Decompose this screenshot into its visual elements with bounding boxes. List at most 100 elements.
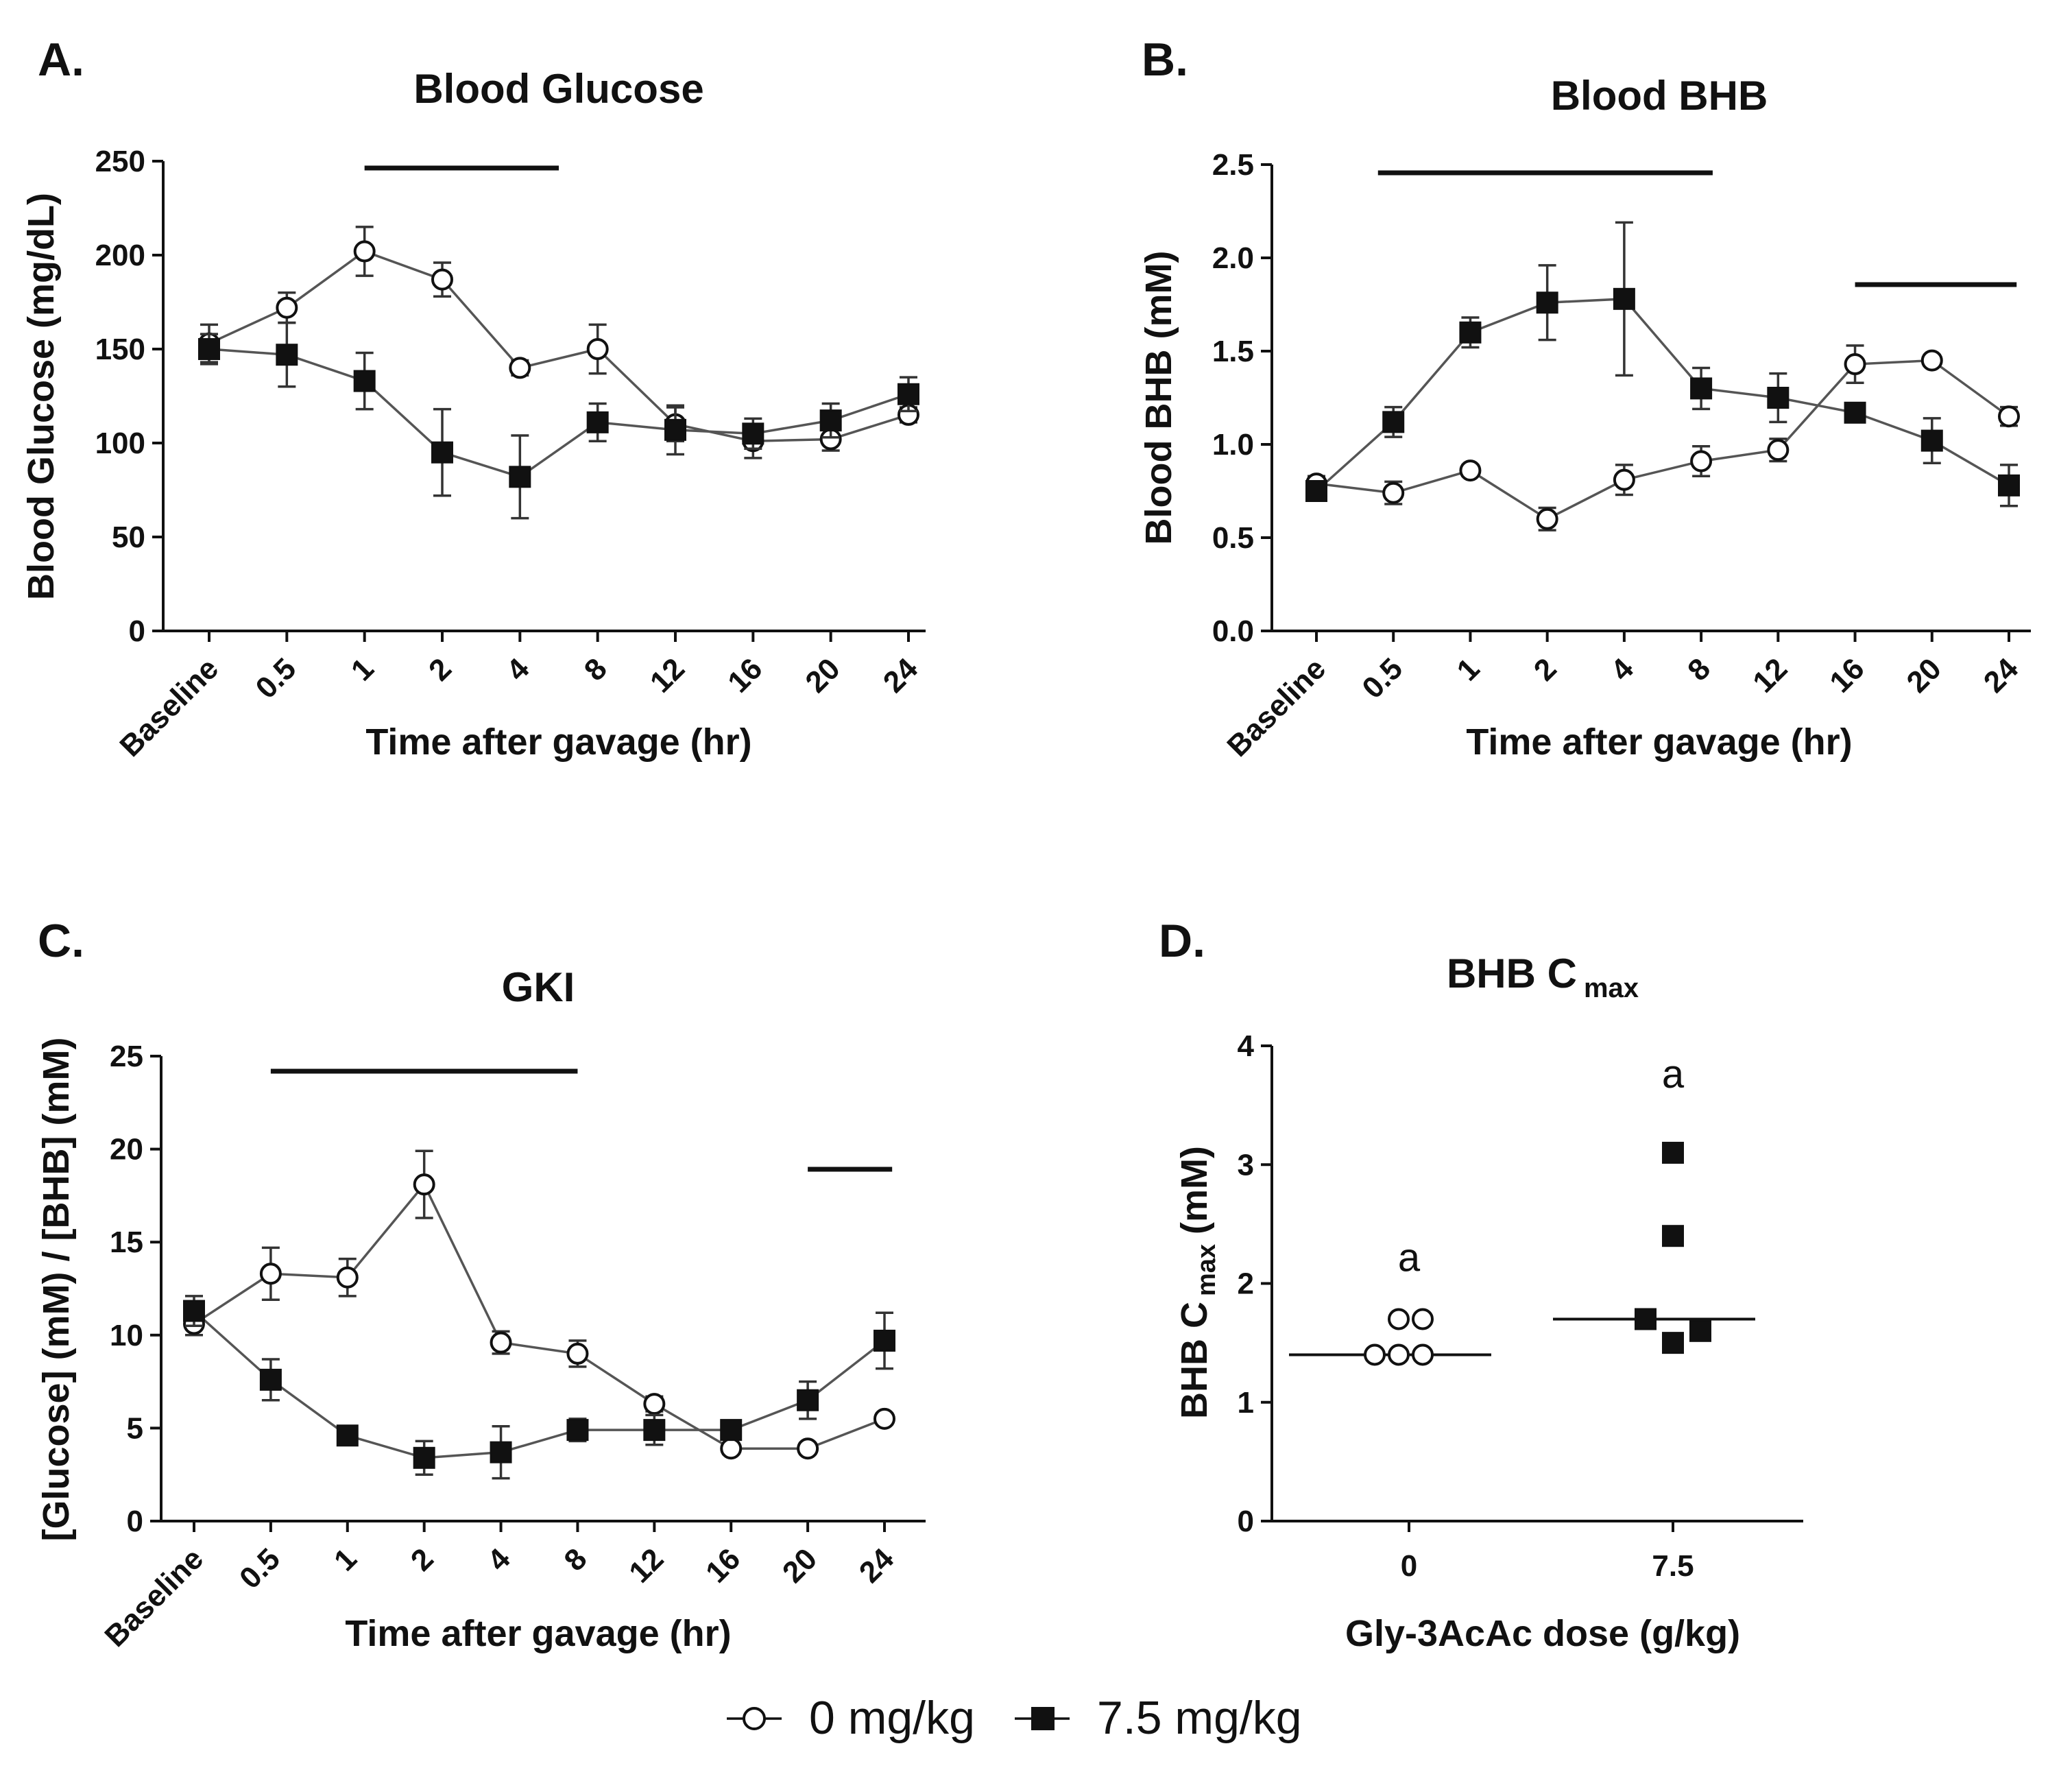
data-point-filled-square — [1382, 411, 1405, 433]
data-point-open-circle — [1844, 353, 1866, 376]
data-point-open-circle — [720, 1437, 743, 1460]
data-point-filled-square — [1689, 1319, 1711, 1342]
y-tick-label: 1 — [1238, 1386, 1254, 1420]
y-tick-label: 1.5 — [1212, 335, 1254, 368]
data-point-filled-square — [664, 418, 686, 441]
data-point-filled-square — [1536, 291, 1558, 314]
y-tick-label: 0 — [127, 1505, 143, 1538]
series-zero-dose — [183, 1149, 895, 1460]
chart-title: GKI — [502, 964, 575, 1010]
y-tick-label: 10 — [110, 1319, 143, 1352]
data-point-open-circle — [1920, 349, 1943, 372]
y-tick-label: 2.5 — [1212, 148, 1254, 182]
data-point-open-circle — [1690, 450, 1713, 473]
panel-letter: A. — [38, 34, 84, 86]
data-point-open-circle — [1767, 439, 1790, 462]
data-point-filled-square — [720, 1419, 743, 1442]
series-line — [193, 1310, 886, 1459]
panel-b: B. Blood BHB Time after gavage (hr) Blood B… — [1138, 34, 2031, 763]
x-tick-label: 12 — [1746, 652, 1794, 699]
data-point-filled-square — [413, 1446, 435, 1469]
data-point-open-circle — [797, 1437, 819, 1460]
x-tick-label: 1 — [328, 1542, 363, 1577]
data-point-open-circle — [1998, 405, 2020, 428]
legend-filled-square-icon — [1031, 1707, 1055, 1730]
x-tick-label: 1 — [345, 652, 381, 687]
y-tick-label: 0.0 — [1212, 614, 1254, 648]
data-point-filled-square — [1844, 401, 1866, 424]
data-point-filled-square — [509, 466, 531, 488]
series-line — [208, 250, 909, 443]
data-point-filled-square — [1920, 429, 1943, 452]
data-point-open-circle — [336, 1266, 359, 1289]
y-tick-label: 50 — [112, 521, 145, 554]
panel-letter: D. — [1159, 915, 1205, 967]
chart-title: Blood BHB — [1551, 73, 1768, 119]
y-tick-label: 3 — [1238, 1148, 1254, 1182]
data-point-open-circle — [566, 1342, 589, 1365]
x-tick-label: 2 — [1528, 652, 1563, 687]
data-point-open-circle — [1364, 1343, 1386, 1366]
group-zero-dose: a — [1289, 1235, 1491, 1366]
data-point-open-circle — [276, 296, 298, 319]
data-point-filled-square — [259, 1368, 282, 1391]
x-tick-label: Baseline — [98, 1542, 210, 1653]
x-tick-label: 16 — [721, 652, 769, 699]
data-point-filled-square — [1459, 321, 1482, 344]
significance-letter: a — [1398, 1235, 1421, 1280]
x-tick-label: 4 — [481, 1542, 517, 1577]
data-point-filled-square — [198, 338, 220, 360]
data-point-open-circle — [353, 240, 376, 263]
x-tick-label: 8 — [558, 1542, 594, 1577]
x-tick-label: 12 — [644, 652, 691, 699]
data-point-filled-square — [336, 1424, 359, 1447]
series-high-dose — [1305, 221, 2020, 507]
y-axis-title: Blood BHB (mM) — [1138, 251, 1179, 545]
x-tick-label: 4 — [1604, 652, 1640, 687]
y-axis-title: BHB C max (mM) — [1174, 1146, 1221, 1419]
y-axis-title-unit: (mM) — [1174, 1146, 1215, 1234]
x-axis-title: Time after gavage (hr) — [365, 721, 751, 763]
y-tick-label: 0 — [129, 614, 145, 648]
data-point-open-circle — [509, 357, 531, 379]
data-point-open-circle — [1459, 459, 1482, 482]
data-point-open-circle — [1388, 1343, 1410, 1366]
panel-letter: C. — [38, 915, 84, 967]
data-point-filled-square — [183, 1300, 205, 1322]
x-axis-title: Gly-3AcAc dose (g/kg) — [1345, 1613, 1740, 1654]
data-point-filled-square — [742, 422, 764, 445]
y-tick-label: 4 — [1238, 1029, 1255, 1063]
x-tick-label: 16 — [699, 1542, 747, 1589]
x-tick-label: Baseline — [113, 652, 225, 763]
legend-label: 7.5 mg/kg — [1097, 1692, 1302, 1744]
x-tick-label: 24 — [853, 1542, 901, 1590]
series-high-dose — [183, 1295, 895, 1480]
x-tick-label: 0.5 — [1356, 652, 1409, 705]
x-tick-label: 8 — [1681, 652, 1717, 687]
data-point-filled-square — [1305, 480, 1327, 502]
y-axis-title-sub: max — [1192, 1244, 1221, 1296]
chart-title-main: BHB C — [1447, 951, 1577, 996]
y-tick-label: 200 — [95, 239, 145, 272]
data-point-filled-square — [566, 1419, 589, 1442]
y-tick-label: 250 — [95, 145, 145, 178]
data-point-open-circle — [643, 1393, 666, 1415]
x-axis-title: Time after gavage (hr) — [345, 1613, 731, 1654]
data-point-open-circle — [1388, 1308, 1410, 1330]
legend: 0 mg/kg 7.5 mg/kg — [727, 1692, 1302, 1744]
data-point-filled-square — [490, 1441, 512, 1463]
legend-open-circle-icon — [743, 1707, 766, 1730]
y-tick-label: 2.0 — [1212, 241, 1254, 275]
x-tick-label: 2 — [422, 652, 458, 687]
significance-letter: a — [1662, 1052, 1685, 1097]
panel-d: D. BHB C max Gly-3AcAc dose (g/kg) BHB C max (… — [1159, 915, 1803, 1654]
data-point-filled-square — [874, 1329, 895, 1352]
y-tick-label: 100 — [95, 427, 145, 460]
x-tick-label: 0.5 — [250, 652, 303, 705]
data-point-open-circle — [259, 1263, 282, 1285]
data-point-filled-square — [1662, 1141, 1684, 1164]
data-point-filled-square — [898, 383, 919, 405]
y-tick-label: 25 — [110, 1040, 143, 1073]
x-tick-label: 24 — [877, 652, 925, 700]
y-axis-title-main: BHB C — [1174, 1302, 1215, 1419]
